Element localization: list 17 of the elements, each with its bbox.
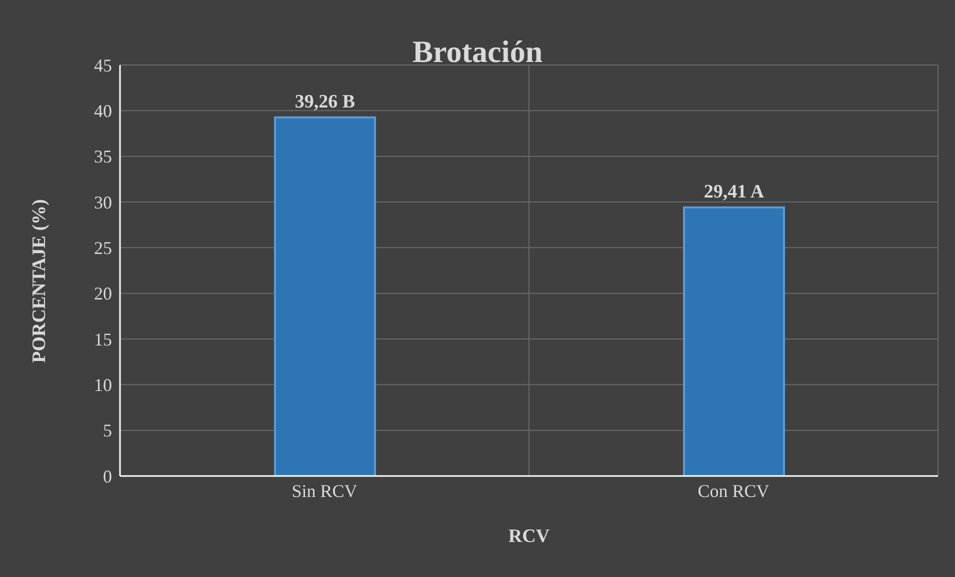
y-tick-label: 25 — [94, 238, 112, 258]
y-tick-label: 5 — [103, 420, 112, 441]
chart-title: Brotación — [412, 34, 543, 69]
y-tick-label: 15 — [94, 329, 112, 350]
x-tick-label: Sin RCV — [292, 480, 358, 501]
x-tick-label: Con RCV — [698, 480, 770, 501]
y-tick-label: 35 — [94, 146, 112, 167]
y-tick-label: 0 — [103, 466, 112, 486]
y-axis-title: PORCENTAJE (%) — [29, 198, 51, 365]
y-tick-label: 10 — [94, 375, 112, 396]
data-label: 29,41 A — [704, 181, 764, 202]
y-tick-label: 30 — [94, 192, 112, 212]
data-label: 39,26 B — [294, 91, 356, 112]
y-tick-label: 20 — [94, 284, 112, 304]
y-tick-label: 40 — [94, 101, 112, 122]
x-axis-title: RCV — [507, 526, 551, 548]
y-tick-label: 45 — [94, 55, 112, 76]
